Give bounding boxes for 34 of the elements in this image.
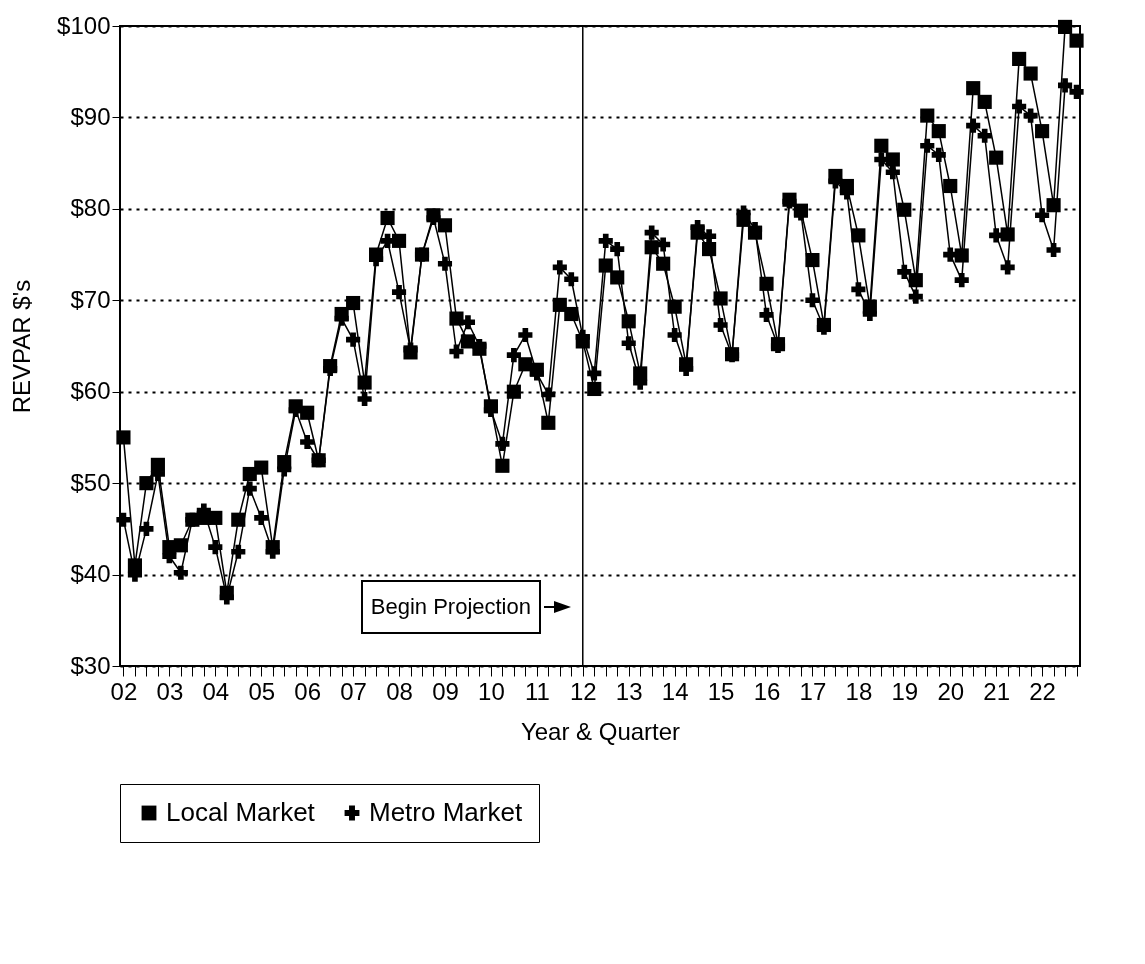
legend-label: Metro Market bbox=[369, 797, 523, 827]
x-tick-label: 14 bbox=[661, 677, 689, 705]
x-tick-label: 10 bbox=[478, 677, 505, 705]
x-tick-label: 22 bbox=[1029, 677, 1056, 705]
y-tick-label: $60 bbox=[70, 377, 111, 405]
x-tick-label: 20 bbox=[937, 677, 965, 705]
x-tick-label: 15 bbox=[707, 677, 735, 705]
y-tick-label: $70 bbox=[70, 285, 111, 313]
x-tick-label: 09 bbox=[432, 677, 459, 705]
legend-label: Local Market bbox=[166, 797, 316, 827]
y-tick-label: $90 bbox=[70, 102, 111, 130]
x-tick-label: 17 bbox=[799, 677, 827, 705]
x-tick-label: 02 bbox=[110, 677, 138, 705]
y-tick-label: $50 bbox=[70, 468, 111, 496]
x-tick-label: 16 bbox=[753, 677, 781, 705]
x-tick-label: 05 bbox=[248, 677, 276, 705]
x-tick-label: 06 bbox=[294, 677, 322, 705]
y-tick-label: $100 bbox=[57, 11, 111, 39]
x-tick-label: 21 bbox=[983, 677, 1011, 705]
y-tick-label: $40 bbox=[70, 560, 111, 588]
x-tick-label: 03 bbox=[156, 677, 184, 705]
x-tick-label: 04 bbox=[202, 677, 230, 705]
x-axis-title: Year & Quarter bbox=[520, 717, 681, 745]
y-tick-label: $80 bbox=[70, 194, 111, 222]
x-tick-label: 12 bbox=[569, 677, 597, 705]
x-tick-label: 13 bbox=[615, 677, 643, 705]
x-tick-label: 08 bbox=[386, 677, 413, 705]
x-tick-label: 07 bbox=[340, 677, 367, 705]
x-tick-label: 18 bbox=[845, 677, 873, 705]
x-tick-label: 11 bbox=[524, 677, 550, 705]
ref-line-label: Begin Projection bbox=[360, 580, 541, 634]
x-tick-label: 19 bbox=[891, 677, 919, 705]
y-axis-title: REVPAR $'s bbox=[8, 279, 36, 414]
y-tick-label: $30 bbox=[70, 651, 111, 679]
